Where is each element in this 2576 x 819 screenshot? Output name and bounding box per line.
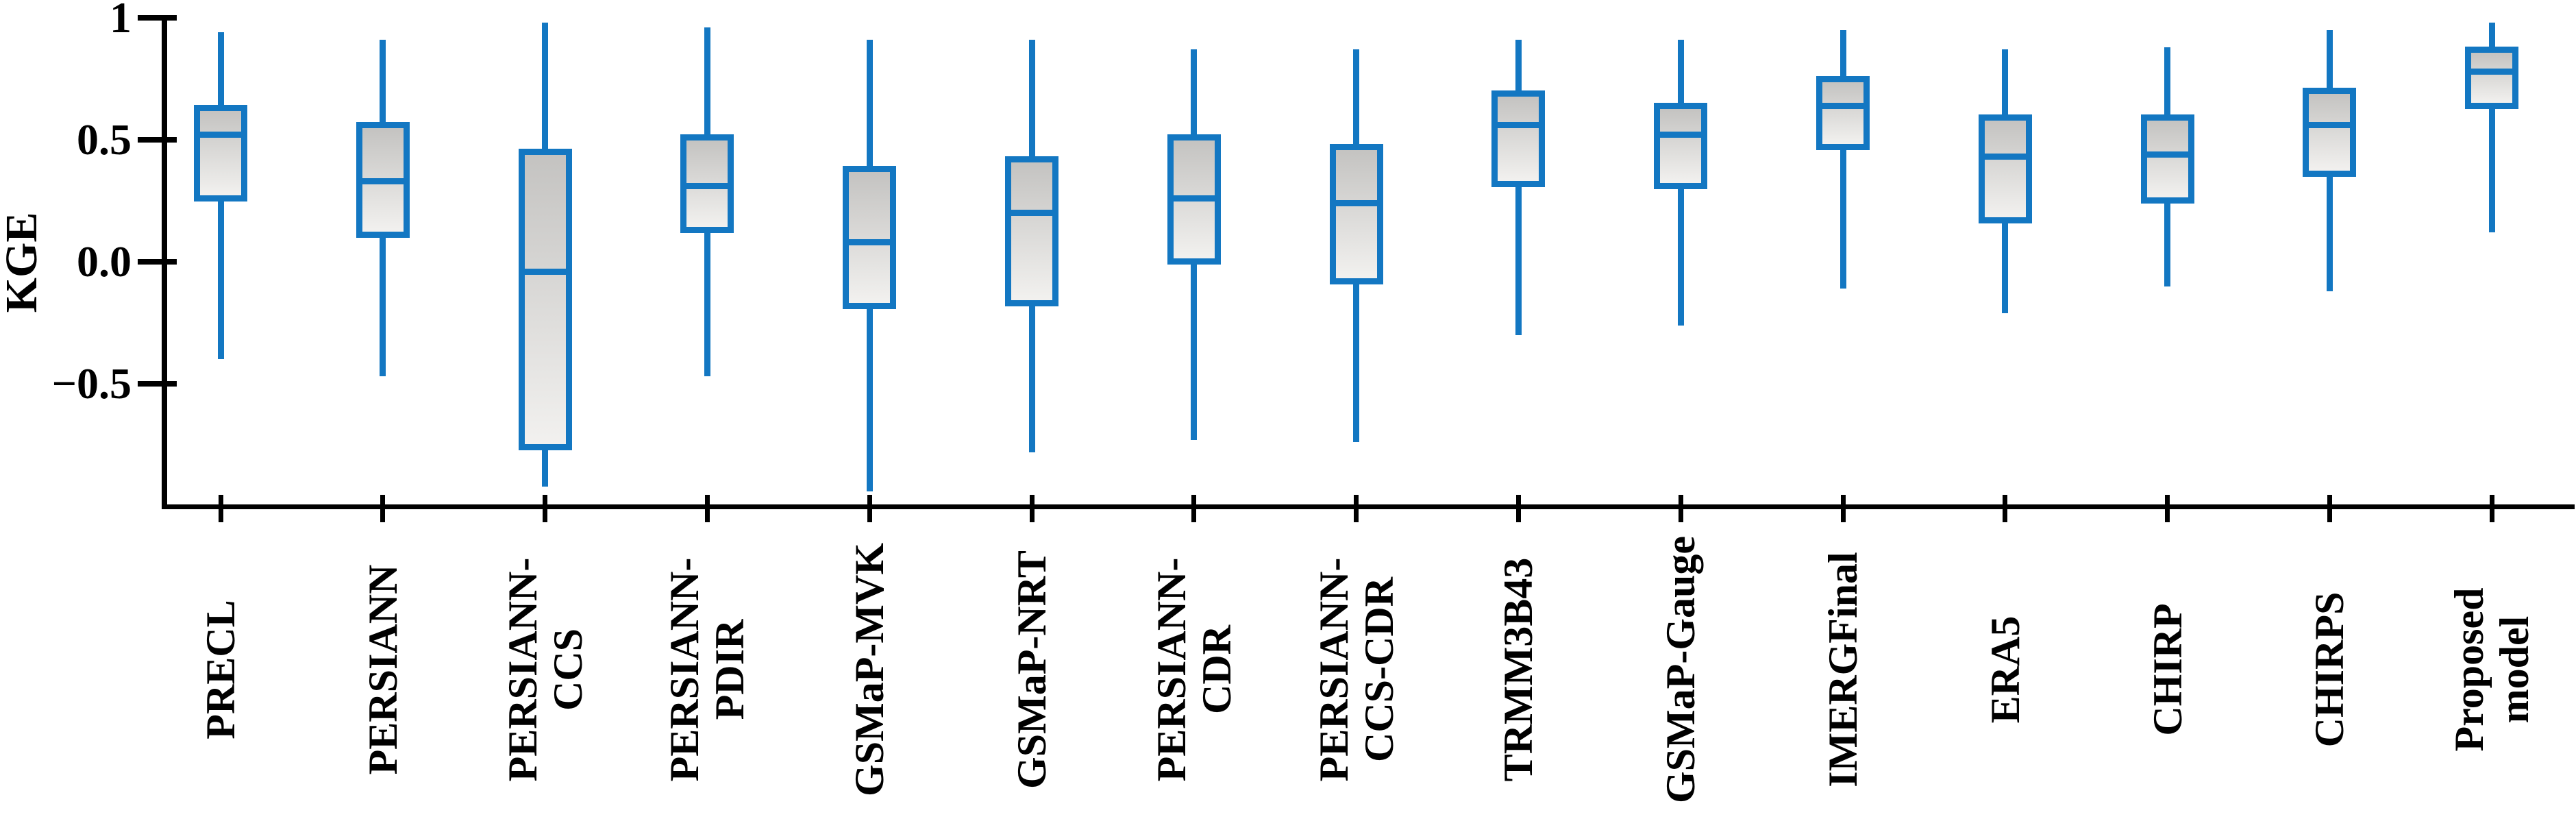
median-line	[1984, 154, 2026, 160]
whisker-upper	[1515, 40, 1522, 96]
box-IMERGFinal	[1816, 75, 1870, 151]
y-tick-label: 0.0	[77, 237, 132, 286]
x-tick	[1840, 495, 1846, 522]
x-tick	[704, 495, 710, 522]
y-tick	[138, 381, 177, 387]
median-line	[1011, 210, 1052, 217]
x-axis-label: PERSIANN- CCS	[499, 557, 591, 782]
whisker-upper	[542, 23, 549, 154]
whisker-lower	[1515, 182, 1522, 335]
whisker-upper	[2002, 49, 2009, 120]
whisker-upper	[380, 40, 386, 127]
whisker-lower	[380, 232, 386, 377]
box-TRMM3B43	[1491, 90, 1546, 187]
x-axis-label: PERSIANN- CCS-CDR	[1311, 557, 1402, 782]
median-line	[1173, 195, 1215, 201]
x-axis-label: PERSIANN	[360, 564, 406, 775]
whisker-upper	[2488, 23, 2495, 52]
x-axis-label: GSMaP-MVK	[847, 543, 893, 796]
x-tick	[1354, 495, 1359, 522]
box-GSMaP-Gauge	[1654, 102, 1708, 190]
whisker-upper	[2326, 29, 2333, 93]
median-line	[2146, 151, 2188, 158]
whisker-upper	[2164, 47, 2171, 120]
x-tick	[1515, 495, 1521, 522]
whisker-upper	[1353, 49, 1360, 149]
median-line	[1335, 200, 1377, 207]
median-line	[1498, 122, 1539, 129]
box-Proposed model	[2465, 46, 2519, 109]
median-line	[362, 178, 404, 185]
x-axis-label: PERSIANN- CDR	[1148, 557, 1239, 782]
x-axis-label: CHIRPS	[2307, 591, 2353, 748]
whisker-upper	[1840, 29, 1846, 81]
whisker-lower	[866, 304, 873, 491]
y-tick	[138, 137, 177, 143]
whisker-lower	[1191, 260, 1198, 440]
whisker-lower	[1353, 279, 1360, 443]
median-line	[686, 183, 728, 190]
x-axis-label: GSMaP-Gauge	[1658, 536, 1704, 803]
box-PERSIANN-CCS	[518, 149, 572, 451]
box-GSMaP-NRT	[1005, 156, 1058, 306]
x-tick	[867, 495, 872, 522]
x-tick	[543, 495, 548, 522]
median-line	[849, 239, 891, 246]
whisker-lower	[1677, 184, 1684, 326]
whisker-lower	[1840, 145, 1846, 289]
box-PERSIANN-CCS-CDR	[1329, 144, 1383, 284]
y-tick-label: 0.5	[77, 115, 132, 164]
x-axis-label: GSMaP-NRT	[1009, 550, 1054, 789]
whisker-lower	[704, 228, 710, 377]
x-tick	[1678, 495, 1683, 522]
x-axis-label: PERSIANN- PDIR	[662, 557, 753, 782]
x-tick	[380, 495, 386, 522]
y-tick-label: −0.5	[51, 359, 132, 408]
median-line	[524, 268, 566, 275]
box-CHIRPS	[2303, 88, 2357, 178]
y-tick	[138, 15, 177, 21]
box-PRECL	[194, 105, 247, 201]
x-axis-label: ERA5	[1982, 615, 2028, 724]
whisker-upper	[1191, 49, 1198, 140]
x-tick	[2165, 495, 2170, 522]
x-axis-label: IMERGFinal	[1820, 552, 1866, 787]
whisker-lower	[542, 445, 549, 487]
whisker-lower	[2164, 199, 2171, 286]
x-tick	[2489, 495, 2494, 522]
x-tick	[218, 495, 223, 522]
whisker-upper	[217, 32, 224, 110]
x-tick	[2003, 495, 2008, 522]
whisker-upper	[704, 27, 710, 140]
x-axis-label: CHIRP	[2144, 603, 2190, 736]
y-tick-label: 1	[110, 0, 132, 42]
median-line	[200, 132, 241, 138]
x-axis-label: PRECL	[198, 600, 243, 739]
whisker-lower	[2488, 103, 2495, 233]
x-axis-line	[162, 504, 2575, 509]
median-line	[2471, 68, 2513, 75]
median-line	[1660, 132, 1702, 138]
y-tick	[138, 259, 177, 265]
median-line	[1822, 102, 1863, 109]
box-CHIRP	[2140, 114, 2194, 204]
x-tick	[1029, 495, 1035, 522]
x-tick	[1191, 495, 1197, 522]
whisker-upper	[866, 40, 873, 171]
whisker-lower	[2326, 171, 2333, 291]
whisker-lower	[1028, 301, 1035, 452]
box-ERA5	[1978, 114, 2032, 223]
whisker-lower	[217, 196, 224, 360]
x-tick	[2327, 495, 2332, 522]
whisker-upper	[1028, 40, 1035, 162]
median-line	[2309, 122, 2351, 129]
x-axis-label: Proposed model	[2447, 587, 2538, 752]
whisker-lower	[2002, 218, 2009, 313]
x-axis-label: TRMM3B43	[1496, 557, 1541, 782]
box-GSMaP-MVK	[843, 166, 897, 309]
whisker-upper	[1677, 40, 1684, 108]
